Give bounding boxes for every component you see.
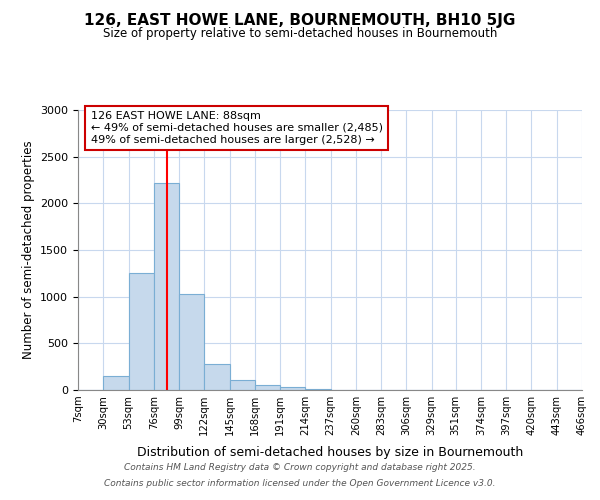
Y-axis label: Number of semi-detached properties: Number of semi-detached properties	[22, 140, 35, 360]
Text: Contains public sector information licensed under the Open Government Licence v3: Contains public sector information licen…	[104, 478, 496, 488]
Bar	[305, 389, 331, 390]
Text: 126 EAST HOWE LANE: 88sqm
← 49% of semi-detached houses are smaller (2,485)
49% : 126 EAST HOWE LANE: 88sqm ← 49% of semi-…	[91, 112, 383, 144]
Text: 126, EAST HOWE LANE, BOURNEMOUTH, BH10 5JG: 126, EAST HOWE LANE, BOURNEMOUTH, BH10 5…	[85, 12, 515, 28]
Bar	[280, 387, 305, 390]
Bar	[204, 364, 230, 390]
Text: Contains HM Land Registry data © Crown copyright and database right 2025.: Contains HM Land Registry data © Crown c…	[124, 464, 476, 472]
Bar	[103, 376, 128, 390]
Bar	[255, 386, 280, 390]
Bar	[128, 274, 154, 390]
X-axis label: Distribution of semi-detached houses by size in Bournemouth: Distribution of semi-detached houses by …	[137, 446, 523, 460]
Bar	[154, 183, 179, 390]
Text: Size of property relative to semi-detached houses in Bournemouth: Size of property relative to semi-detach…	[103, 28, 497, 40]
Bar	[179, 294, 204, 390]
Bar	[230, 380, 255, 390]
